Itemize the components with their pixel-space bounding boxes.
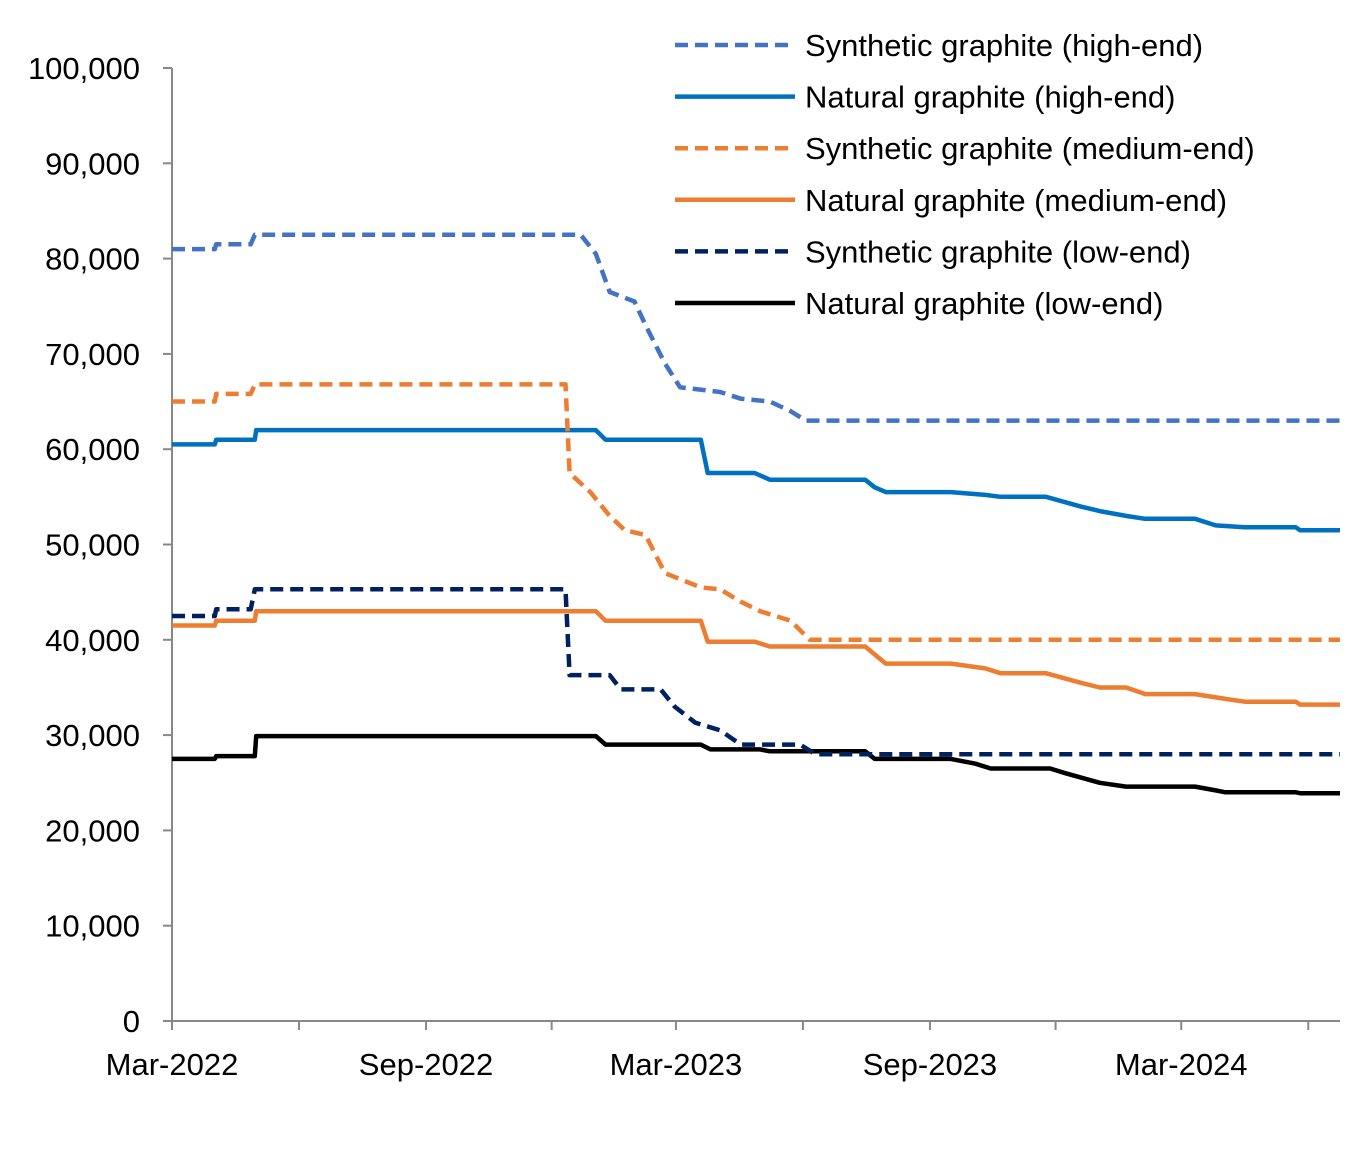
y-tick-label: 80,000 (45, 242, 140, 277)
y-tick-label: 40,000 (45, 623, 140, 658)
y-tick-label: 50,000 (45, 528, 140, 563)
axes: 0 10,000 20,000 30,000 40,000 50,000 60,000 70,… (28, 51, 1340, 1082)
legend-label-0: Synthetic graphite (high-end) (805, 28, 1203, 63)
legend: Synthetic graphite (high-end) Natural gra… (675, 28, 1255, 321)
series-line-0 (172, 232, 1340, 423)
y-tick-label: 60,000 (45, 432, 140, 467)
legend-label-2: Synthetic graphite (medium-end) (805, 131, 1255, 166)
x-tick-label: Mar-2023 (610, 1047, 743, 1082)
legend-label-3: Natural graphite (medium-end) (805, 183, 1227, 218)
y-tick-label: 20,000 (45, 813, 140, 848)
series-line-1 (172, 427, 1340, 533)
legend-label-1: Natural graphite (high-end) (805, 80, 1176, 115)
x-tick-label: Sep-2022 (359, 1047, 493, 1082)
series-line-4 (172, 587, 1340, 757)
x-tick-label: Mar-2022 (106, 1047, 239, 1082)
y-tick-label: 100,000 (28, 51, 140, 86)
y-tick-label: 10,000 (45, 909, 140, 944)
x-tick-label: Mar-2024 (1115, 1047, 1248, 1082)
legend-label-5: Natural graphite (low-end) (805, 286, 1163, 321)
series-line-2 (172, 382, 1340, 643)
y-tick-label: 30,000 (45, 718, 140, 753)
series-line-3 (172, 608, 1340, 707)
y-tick-label: 70,000 (45, 337, 140, 372)
x-tick-label: Sep-2023 (863, 1047, 997, 1082)
legend-label-4: Synthetic graphite (low-end) (805, 234, 1191, 269)
series-lines (172, 232, 1340, 796)
y-tick-label: 0 (123, 1004, 140, 1039)
series-line-5 (172, 733, 1340, 796)
y-tick-label: 90,000 (45, 146, 140, 181)
